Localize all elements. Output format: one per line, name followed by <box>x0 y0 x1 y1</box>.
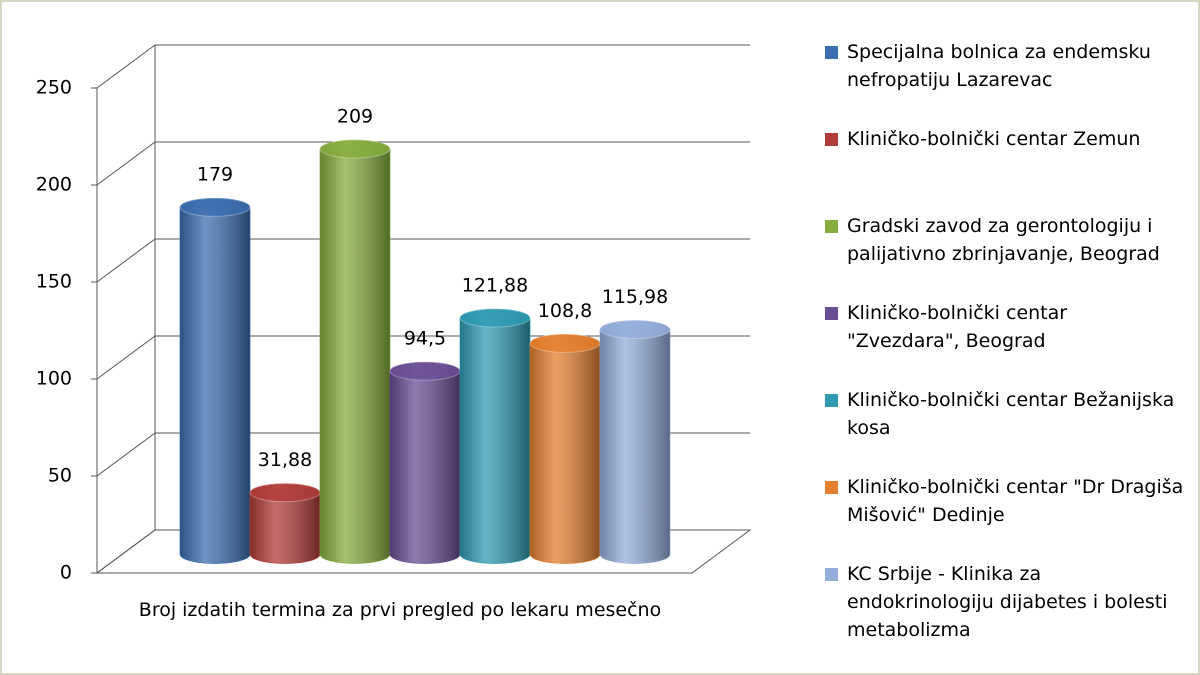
bar-top <box>599 319 671 339</box>
legend-swatch <box>825 481 838 494</box>
legend-label: Kliničko-bolnički centar Zemun <box>847 128 1141 150</box>
legend-item: Kliničko-bolnički centar Zemun <box>825 125 1185 153</box>
y-tick-label: 150 <box>36 271 72 293</box>
bar-top <box>249 483 321 503</box>
legend-swatch <box>825 220 838 233</box>
bar <box>179 198 251 564</box>
data-label: 115,98 <box>602 286 668 308</box>
legend-label: Kliničko-bolnički centar Bežanijska kosa <box>847 389 1175 439</box>
legend-label: Kliničko-bolnički centar "Dr Dragiša Miš… <box>847 476 1184 526</box>
data-label: 179 <box>197 164 233 186</box>
grid-line <box>96 529 156 574</box>
bar <box>599 320 671 564</box>
data-label: 209 <box>337 106 373 128</box>
legend-item: Specijalna bolnica za endemsku nefropati… <box>825 38 1185 94</box>
y-tick-label: 50 <box>48 465 72 487</box>
legend-swatch <box>825 46 838 59</box>
bar-top <box>319 139 391 159</box>
legend-swatch <box>825 133 838 146</box>
data-label: 108,8 <box>538 300 592 322</box>
bar <box>319 139 391 564</box>
legend-label: Gradski zavod za gerontologiju i palijat… <box>847 215 1160 265</box>
data-label: 121,88 <box>462 275 528 297</box>
legend-item: Kliničko-bolnički centar "Zvezdara", Beo… <box>825 299 1185 355</box>
y-tick-label: 100 <box>36 368 72 390</box>
bar-top <box>389 361 461 381</box>
legend-swatch <box>825 307 838 320</box>
bar-top <box>179 197 251 217</box>
legend-item: Gradski zavod za gerontologiju i palijat… <box>825 212 1185 268</box>
bar-top <box>459 308 531 328</box>
grid-line <box>96 238 156 283</box>
legend-label: KC Srbije - Klinika za endokrinologiju d… <box>847 563 1168 641</box>
legend-item: KC Srbije - Klinika za endokrinologiju d… <box>825 560 1185 644</box>
legend-swatch <box>825 568 838 581</box>
y-tick-label: 250 <box>36 77 72 99</box>
legend-item: Kliničko-bolnički centar Bežanijska kosa <box>825 386 1185 442</box>
legend-swatch <box>825 394 838 407</box>
grid-line <box>96 432 156 477</box>
y-tick-label: 0 <box>60 562 72 584</box>
y-tick-label: 200 <box>36 174 72 196</box>
bar <box>529 334 601 564</box>
grid-line <box>96 44 156 89</box>
x-category-label: Broj izdatih termina za prvi pregled po … <box>138 599 662 621</box>
legend-label: Kliničko-bolnički centar "Zvezdara", Beo… <box>847 302 1068 352</box>
bar-top <box>529 333 601 353</box>
legend-label: Specijalna bolnica za endemsku nefropati… <box>847 41 1151 91</box>
grid-line <box>96 335 156 380</box>
data-label: 31,88 <box>258 449 312 471</box>
legend-item: Kliničko-bolnički centar "Dr Dragiša Miš… <box>825 473 1185 529</box>
bar <box>389 361 461 564</box>
data-label: 94,5 <box>404 328 446 350</box>
bar <box>459 308 531 564</box>
grid-line <box>96 141 156 186</box>
